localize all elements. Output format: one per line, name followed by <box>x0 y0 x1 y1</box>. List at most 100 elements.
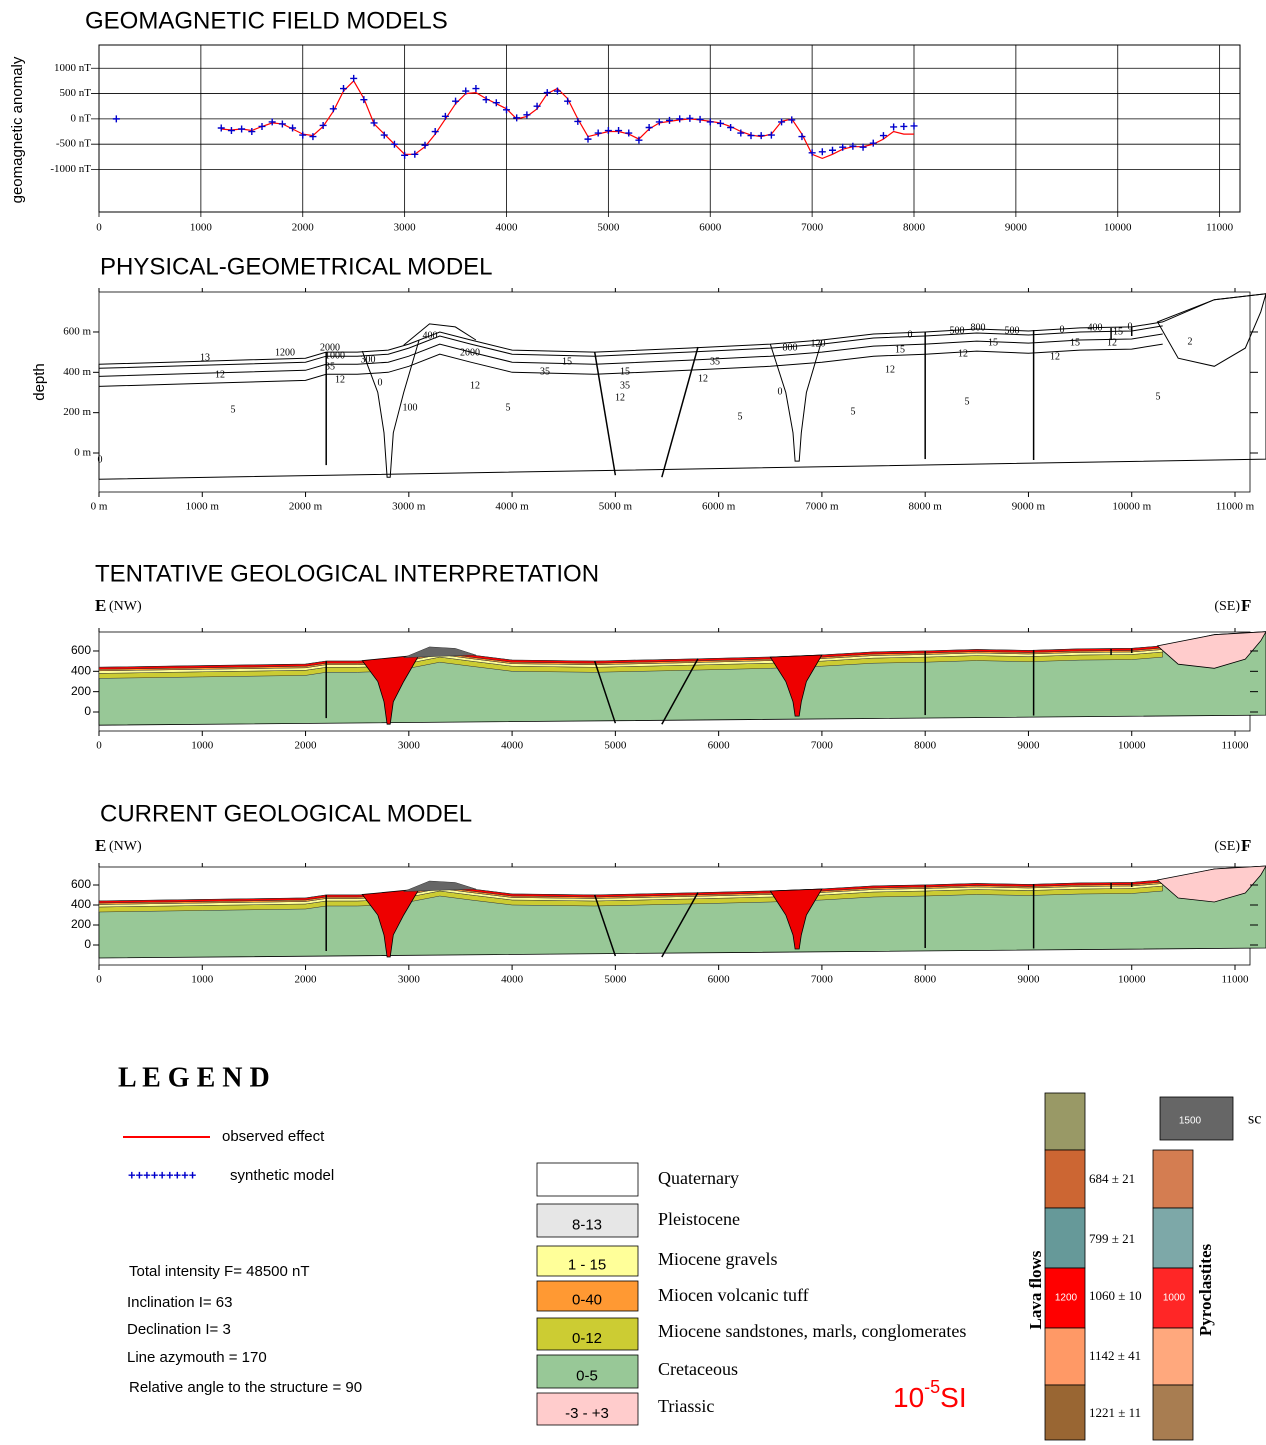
x-tick-label: 4000 <box>496 222 519 234</box>
y-tick-label: 600 m <box>63 326 91 338</box>
swatch-value: 1500 <box>1179 1116 1202 1127</box>
layer-label: 35 <box>710 356 720 367</box>
x-tick-label: 9000 <box>1017 740 1040 752</box>
profile-note: (SE) <box>1214 839 1240 854</box>
rock-value: 0-5 <box>576 1367 598 1384</box>
layer-label: 0 <box>378 377 383 388</box>
x-tick-label: 2000 <box>295 740 318 752</box>
x-tick-label: 9000 m <box>1012 501 1046 513</box>
units-part: SI <box>940 1382 966 1413</box>
lava-value: 799 ± 21 <box>1089 1231 1135 1246</box>
layer-label: 12 <box>1050 351 1060 362</box>
x-tick-label: 1000 m <box>186 501 220 513</box>
y-tick-label: 400 <box>71 663 91 677</box>
profile-note: (NW) <box>109 599 142 614</box>
y-tick-label: 600 <box>71 877 91 891</box>
rock-name: Quaternary <box>658 1168 739 1188</box>
lava-swatch <box>1045 1328 1085 1385</box>
x-tick-label: 7000 <box>801 222 824 234</box>
layer-label: 300 <box>361 354 376 365</box>
lava-swatch <box>1045 1150 1085 1208</box>
x-tick-label: 6000 <box>699 222 722 234</box>
y-tick-label: 400 m <box>63 366 91 378</box>
lava-value: 684 ± 21 <box>1089 1171 1135 1186</box>
layer-label: 12 <box>615 392 625 403</box>
lava-swatch <box>1045 1208 1085 1268</box>
x-tick-label: 10000 <box>1104 222 1132 234</box>
pyro-swatch <box>1153 1385 1193 1440</box>
y-axis-label: geomagnetic anomaly <box>9 56 26 203</box>
x-tick-label: 5000 <box>604 740 627 752</box>
x-tick-label: 8000 <box>903 222 926 234</box>
x-tick-label: 2000 <box>295 974 318 986</box>
x-tick-label: 11000 <box>1221 740 1249 752</box>
swatch-label: sc <box>1248 1111 1261 1128</box>
layer-label: 35 <box>540 366 550 377</box>
lava-value: 1142 ± 41 <box>1089 1348 1141 1363</box>
layer-label: 100 <box>403 402 418 413</box>
layer-label: 5 <box>1156 391 1161 402</box>
layer-label: 12 <box>470 380 480 391</box>
y-tick-label: 200 <box>71 684 91 698</box>
layer-label: 12 <box>698 373 708 384</box>
rock-value: 0-40 <box>572 1291 602 1308</box>
layer-label: 5 <box>965 396 970 407</box>
swatch-value: 1000 <box>1163 1293 1186 1304</box>
y-axis-label: depth <box>31 363 48 401</box>
x-tick-label: 10000 m <box>1112 501 1151 513</box>
y-tick-label: -1000 nT <box>50 163 91 175</box>
y-tick-label: 400 <box>71 897 91 911</box>
layer-label: 500 <box>950 325 965 336</box>
rock-name: Miocen volcanic tuff <box>658 1285 809 1305</box>
layer-label: 5 <box>738 411 743 422</box>
layer-label: 12 <box>215 369 225 380</box>
layer-label: 12 <box>1107 337 1117 348</box>
y-tick-label: 600 <box>71 643 91 657</box>
x-tick-label: 4000 <box>501 740 524 752</box>
profile-end: F <box>1241 836 1251 855</box>
x-tick-label: 7000 m <box>805 501 839 513</box>
x-tick-label: 6000 <box>708 740 731 752</box>
units-part: 10 <box>893 1382 924 1413</box>
profile-end: E <box>95 836 106 855</box>
x-tick-label: 3000 <box>398 740 421 752</box>
rock-name: Pleistocene <box>658 1209 740 1229</box>
layer-label: 15 <box>1070 337 1080 348</box>
y-tick-label: 0 m <box>74 447 91 459</box>
x-tick-label: 9000 <box>1005 222 1028 234</box>
parameter: Declination I= 3 <box>127 1321 231 1338</box>
layer-label: 5 <box>506 402 511 413</box>
layer-label: 5 <box>231 404 236 415</box>
x-tick-label: 8000 m <box>909 501 943 513</box>
layer-label: 1000 <box>325 350 345 361</box>
parameter: Inclination I= 63 <box>127 1294 233 1311</box>
x-tick-label: 4000 <box>501 974 524 986</box>
x-tick-label: 3000 <box>394 222 417 234</box>
x-tick-label: 1000 <box>190 222 213 234</box>
pyro-swatch <box>1153 1328 1193 1385</box>
layer-label: 0 <box>908 329 913 340</box>
column-title: Pyroclastites <box>1196 1244 1215 1337</box>
x-tick-label: 11000 <box>1206 222 1234 234</box>
x-tick-label: 0 <box>96 740 102 752</box>
x-tick-label: 1000 <box>191 974 214 986</box>
rock-name: Triassic <box>658 1396 714 1416</box>
layer-label: 0 <box>1060 324 1065 335</box>
x-tick-label: 0 m <box>91 501 108 513</box>
profile-note: (SE) <box>1214 599 1240 614</box>
x-tick-label: 3000 <box>398 974 421 986</box>
x-tick-label: 10000 <box>1118 740 1146 752</box>
x-tick-label: 7000 <box>811 740 834 752</box>
x-tick-label: 11000 m <box>1216 501 1255 513</box>
x-tick-label: 6000 m <box>702 501 736 513</box>
lava-swatch <box>1045 1093 1085 1150</box>
layer-label: 0 <box>98 454 103 465</box>
profile-note: (NW) <box>109 839 142 854</box>
x-tick-label: 8000 <box>914 740 937 752</box>
y-tick-label: 0 <box>84 937 91 951</box>
x-tick-label: 1000 <box>191 740 214 752</box>
layer-label: 400 <box>423 330 438 341</box>
legend-label: observed effect <box>222 1128 325 1145</box>
lava-value: 1060 ± 10 <box>1089 1288 1142 1303</box>
layer-label: 800 <box>783 342 798 353</box>
